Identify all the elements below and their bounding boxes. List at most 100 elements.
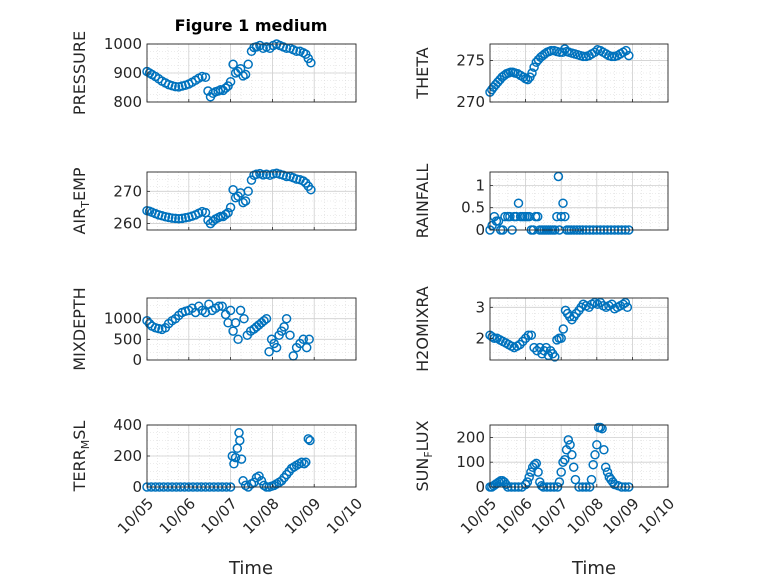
data-point [532, 345, 542, 356]
data-point [529, 62, 539, 72]
data-point [301, 457, 311, 467]
data-point [592, 440, 602, 450]
y-tick-label: 0 [132, 351, 142, 369]
data-point [240, 69, 251, 80]
data-point [558, 198, 568, 208]
data-point [501, 479, 511, 490]
x-tick-label: 10/08 [564, 495, 607, 538]
data-point [259, 315, 269, 326]
data-point [220, 83, 231, 93]
data-point [584, 302, 594, 313]
data-point [174, 213, 184, 224]
data-point [570, 474, 581, 485]
y-tick-label: 400 [113, 416, 142, 434]
data-point [306, 58, 316, 68]
data-point [225, 76, 236, 87]
axes-box [489, 297, 669, 361]
data-point [235, 305, 246, 316]
data-point [268, 169, 278, 179]
data-point [550, 352, 560, 362]
x-axis-label-left: Time [228, 558, 273, 579]
data-point [620, 297, 631, 308]
data-point [595, 422, 606, 433]
data-point [522, 477, 533, 487]
data-point [568, 462, 579, 472]
y-tick-label: 1 [475, 176, 485, 194]
data-point [239, 313, 249, 324]
data-point [588, 459, 598, 470]
y-tick-label: 270 [456, 93, 485, 111]
data-point [233, 334, 243, 345]
y-tick-label: 0 [475, 478, 485, 496]
series-markers [142, 299, 314, 361]
y-tick-label: 900 [113, 64, 142, 82]
y-axis-label-part: SUN [413, 458, 432, 492]
data-point [298, 334, 309, 345]
y-axis-label: TERRMSL [70, 421, 92, 493]
data-point [254, 471, 264, 481]
data-point [552, 335, 562, 345]
data-point [532, 211, 543, 222]
data-point [256, 476, 267, 486]
data-point [264, 346, 274, 357]
data-point [306, 184, 316, 195]
x-tick-label: 10/09 [599, 495, 642, 538]
data-point [214, 301, 224, 312]
data-point [238, 476, 248, 486]
data-point [298, 176, 309, 186]
figure-title: Figure 1 medium [175, 16, 328, 35]
data-point [225, 305, 236, 316]
y-tick-label: 100 [456, 453, 485, 471]
subplot-5: 0 500 1000 MIXDEPTH [70, 287, 357, 371]
series-markers [142, 39, 316, 102]
y-tick-label: 2 [475, 329, 485, 347]
data-point [228, 326, 238, 336]
data-point [622, 302, 633, 313]
data-point [529, 459, 540, 470]
y-axis-label-subscript: M [79, 440, 92, 450]
subplot-1: 800 900 1000 PRESSURE [70, 31, 357, 115]
x-tick-label: 10/07 [528, 495, 571, 538]
data-point [223, 207, 233, 218]
data-point [586, 474, 597, 485]
y-axis-label-subscript: T [79, 201, 92, 209]
x-tick-label: 10/07 [198, 495, 241, 538]
data-point [578, 51, 589, 62]
data-point [556, 333, 566, 344]
x-tick-label: 10/08 [239, 495, 282, 538]
data-point [235, 435, 245, 446]
y-axis-label: PRESSURE [70, 31, 89, 115]
data-point [303, 434, 314, 444]
y-axis-label-subscript: F [422, 451, 435, 457]
x-tick-label: 10/05 [114, 495, 157, 538]
axes-box [146, 297, 357, 361]
y-tick-label: 0.5 [461, 199, 485, 217]
data-point [546, 45, 556, 56]
data-point [285, 330, 295, 340]
y-tick-label: 1000 [104, 35, 142, 53]
data-point [515, 339, 525, 350]
data-point [230, 452, 241, 463]
data-point [170, 213, 181, 224]
y-axis-label-part: TERR [70, 449, 89, 492]
y-axis-label: H2OMIXRA [413, 286, 432, 372]
data-point [243, 59, 253, 70]
x-tick-label: 10/06 [156, 495, 199, 538]
data-point [236, 454, 247, 464]
data-point [558, 457, 568, 467]
data-point [271, 342, 282, 353]
x-tick-label: 10/10 [323, 495, 366, 538]
data-point [240, 196, 251, 206]
data-point [556, 467, 566, 477]
data-point [536, 481, 547, 491]
data-point [560, 454, 570, 465]
y-axis-label: RAINFALL [413, 164, 432, 239]
data-point [531, 458, 542, 469]
y-axis-label-part: LUX [413, 420, 432, 451]
x-tick-label: 10/06 [493, 495, 536, 538]
data-point [200, 307, 211, 318]
data-point [543, 350, 554, 361]
data-point [243, 186, 253, 197]
x-axis-label-right: Time [571, 558, 616, 579]
